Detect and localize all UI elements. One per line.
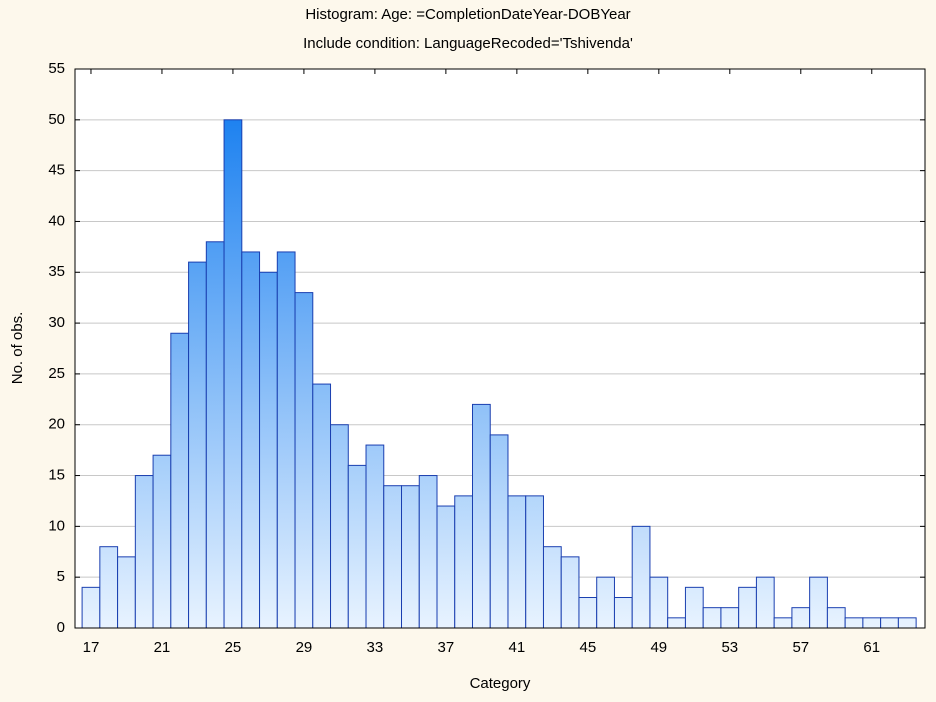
x-tick-label: 25 bbox=[225, 639, 242, 656]
y-tick-label: 40 bbox=[48, 212, 65, 229]
bar bbox=[826, 607, 846, 629]
x-tick-label: 37 bbox=[438, 639, 455, 656]
bar bbox=[134, 475, 154, 629]
bar bbox=[720, 607, 740, 629]
bar bbox=[418, 475, 438, 629]
bar bbox=[152, 454, 172, 629]
bar bbox=[454, 495, 473, 629]
bar bbox=[897, 617, 917, 629]
bar bbox=[649, 576, 669, 629]
y-tick-label: 50 bbox=[48, 111, 65, 128]
bar bbox=[542, 546, 562, 629]
x-tick-label: 57 bbox=[792, 639, 809, 656]
bar bbox=[667, 617, 686, 629]
bar bbox=[99, 546, 119, 629]
x-tick-label: 45 bbox=[579, 639, 596, 656]
bar bbox=[276, 251, 296, 629]
bar bbox=[365, 444, 385, 629]
bar bbox=[383, 485, 403, 629]
x-tick-label: 41 bbox=[509, 639, 526, 656]
y-tick-label: 15 bbox=[48, 467, 65, 484]
plot-frame bbox=[74, 68, 926, 629]
y-tick-label: 30 bbox=[48, 314, 65, 331]
bar bbox=[170, 332, 190, 629]
y-tick-label: 25 bbox=[48, 365, 65, 382]
bar bbox=[312, 383, 332, 629]
bar bbox=[844, 617, 864, 629]
bar bbox=[862, 617, 882, 629]
bar bbox=[578, 597, 598, 629]
bar bbox=[347, 464, 367, 629]
y-tick-label: 10 bbox=[48, 517, 65, 534]
x-tick-label: 53 bbox=[721, 639, 738, 656]
bar bbox=[259, 271, 278, 629]
bar bbox=[596, 576, 615, 629]
bar bbox=[702, 607, 722, 629]
bar bbox=[489, 434, 509, 629]
bar bbox=[294, 292, 314, 629]
y-tick-label: 20 bbox=[48, 416, 65, 433]
bar bbox=[525, 495, 544, 629]
bar bbox=[117, 556, 136, 629]
bar bbox=[560, 556, 580, 629]
bar bbox=[188, 261, 207, 629]
y-axis-label: No. of obs. bbox=[9, 312, 26, 385]
bar bbox=[684, 586, 704, 629]
x-tick-label: 17 bbox=[83, 639, 100, 656]
bar bbox=[205, 241, 225, 629]
bar bbox=[631, 525, 651, 629]
x-axis-label: Category bbox=[470, 675, 531, 692]
bar bbox=[436, 505, 456, 629]
x-tick-label: 21 bbox=[154, 639, 171, 656]
chart-title: Histogram: Age: =CompletionDateYear-DOBY… bbox=[305, 6, 630, 23]
x-tick-label: 61 bbox=[863, 639, 880, 656]
x-tick-label: 33 bbox=[367, 639, 384, 656]
y-tick-label: 45 bbox=[48, 162, 65, 179]
y-tick-label: 35 bbox=[48, 263, 65, 280]
bar bbox=[791, 607, 811, 629]
bar bbox=[401, 485, 420, 629]
bar bbox=[738, 586, 757, 629]
bar bbox=[809, 576, 828, 629]
y-tick-label: 0 bbox=[57, 619, 65, 636]
bar bbox=[507, 495, 527, 629]
bar bbox=[755, 576, 775, 629]
x-tick-label: 49 bbox=[650, 639, 667, 656]
y-tick-label: 55 bbox=[48, 60, 65, 77]
bar bbox=[241, 251, 261, 629]
bar bbox=[330, 424, 349, 629]
bar bbox=[471, 403, 491, 629]
bar bbox=[880, 617, 899, 629]
bar bbox=[81, 586, 101, 629]
bar bbox=[773, 617, 793, 629]
bar bbox=[223, 119, 243, 629]
x-tick-label: 29 bbox=[296, 639, 313, 656]
bar bbox=[613, 597, 633, 629]
chart-subtitle: Include condition: LanguageRecoded='Tshi… bbox=[303, 35, 633, 52]
y-tick-label: 5 bbox=[57, 568, 65, 585]
